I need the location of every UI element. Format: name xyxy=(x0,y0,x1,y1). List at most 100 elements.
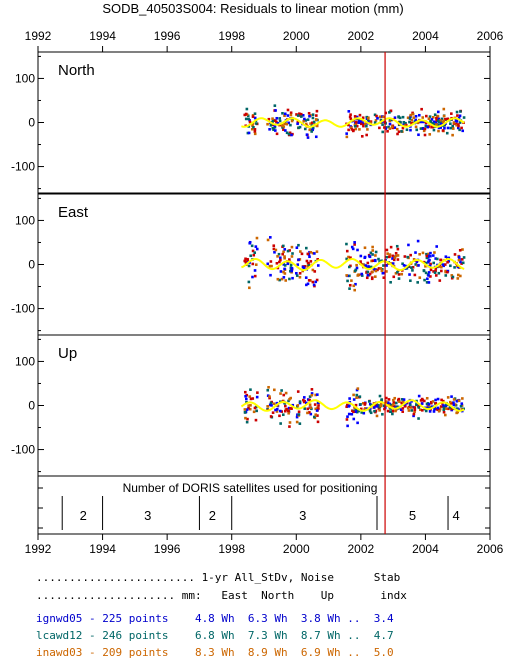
data-point xyxy=(255,409,258,413)
table-row: lcawd12 - 246 points 6.8 Wh 7.3 Wh 8.7 W… xyxy=(36,629,394,642)
data-point xyxy=(348,284,352,287)
data-point xyxy=(315,278,319,282)
data-point xyxy=(398,120,402,124)
data-point xyxy=(297,410,301,414)
data-point xyxy=(305,283,308,287)
satellite-count: 5 xyxy=(409,508,416,523)
data-point xyxy=(347,123,350,127)
data-point xyxy=(290,245,294,249)
data-point xyxy=(437,265,441,268)
data-point xyxy=(437,126,441,130)
data-point xyxy=(436,397,440,401)
data-point xyxy=(363,256,367,260)
data-point xyxy=(365,276,369,280)
satellite-count: 4 xyxy=(452,508,459,523)
data-point xyxy=(427,254,430,258)
data-point xyxy=(417,133,420,137)
data-point xyxy=(393,126,397,129)
data-point xyxy=(374,119,378,122)
data-point xyxy=(287,132,291,136)
data-point xyxy=(347,405,351,408)
data-point xyxy=(268,264,272,268)
satellite-title: Number of DORIS satellites used for posi… xyxy=(123,481,378,495)
y-tick-label: 0 xyxy=(28,258,35,272)
data-point xyxy=(365,133,368,137)
data-point xyxy=(386,409,390,413)
data-point xyxy=(272,128,275,132)
data-point xyxy=(375,414,379,418)
data-point xyxy=(379,402,383,406)
data-point xyxy=(444,274,448,277)
data-point xyxy=(393,116,397,119)
data-point xyxy=(283,122,286,125)
data-point xyxy=(393,396,397,400)
data-point xyxy=(275,401,279,405)
data-point xyxy=(345,242,348,246)
data-point xyxy=(275,120,278,124)
data-point xyxy=(459,274,462,278)
data-point xyxy=(314,280,318,284)
data-point xyxy=(313,252,316,255)
data-point xyxy=(425,254,429,258)
data-point xyxy=(431,122,435,125)
data-point xyxy=(308,395,312,398)
data-point xyxy=(298,275,302,279)
data-point xyxy=(253,132,257,136)
data-point xyxy=(249,397,253,401)
data-point xyxy=(423,399,426,403)
data-point xyxy=(288,269,292,273)
data-point xyxy=(311,268,315,272)
panels: North 100 0 -100 East 100 0 -100 Up 100 0 -100 xyxy=(11,51,491,477)
x-tick-label: 1998 xyxy=(218,542,245,556)
data-point xyxy=(283,255,286,258)
data-point xyxy=(309,250,313,254)
data-point xyxy=(308,398,311,402)
data-point xyxy=(410,118,414,122)
data-point xyxy=(374,275,377,278)
data-point xyxy=(374,269,378,273)
data-point xyxy=(244,112,248,116)
data-point xyxy=(378,409,381,412)
data-point xyxy=(348,287,351,290)
data-point xyxy=(429,262,432,266)
data-point xyxy=(298,272,302,275)
data-point xyxy=(433,123,437,126)
data-point xyxy=(358,128,361,131)
data-point xyxy=(247,117,250,121)
data-point xyxy=(427,403,431,406)
data-point xyxy=(374,404,378,408)
data-point xyxy=(247,280,251,284)
data-point xyxy=(452,398,456,401)
data-point xyxy=(314,393,317,397)
data-point xyxy=(308,411,311,414)
data-point xyxy=(408,120,411,124)
data-point xyxy=(307,263,311,266)
x-tick-label: 2006 xyxy=(477,29,504,43)
data-point xyxy=(289,111,293,115)
data-point xyxy=(296,404,300,407)
data-point xyxy=(243,390,247,394)
data-point xyxy=(354,127,358,131)
data-point xyxy=(419,399,423,402)
data-point xyxy=(352,410,355,414)
data-point xyxy=(362,411,366,415)
data-point xyxy=(439,258,442,262)
data-point xyxy=(283,267,286,271)
data-point xyxy=(283,112,287,116)
x-tick-label: 2002 xyxy=(348,542,375,556)
data-point xyxy=(254,245,258,248)
data-point xyxy=(302,119,306,123)
data-point xyxy=(418,276,422,279)
data-point xyxy=(275,410,279,413)
data-point xyxy=(382,404,386,408)
data-point xyxy=(353,288,356,292)
data-point xyxy=(451,127,455,130)
data-point xyxy=(373,121,377,124)
panel-label: East xyxy=(58,204,89,221)
top-axis: 1992 1994 1996 1998 2000 2002 2004 2006 xyxy=(25,29,504,52)
data-point xyxy=(375,405,379,408)
data-point xyxy=(246,417,249,421)
data-point xyxy=(291,403,295,407)
y-tick-label: 0 xyxy=(28,399,35,413)
data-point xyxy=(403,255,407,258)
